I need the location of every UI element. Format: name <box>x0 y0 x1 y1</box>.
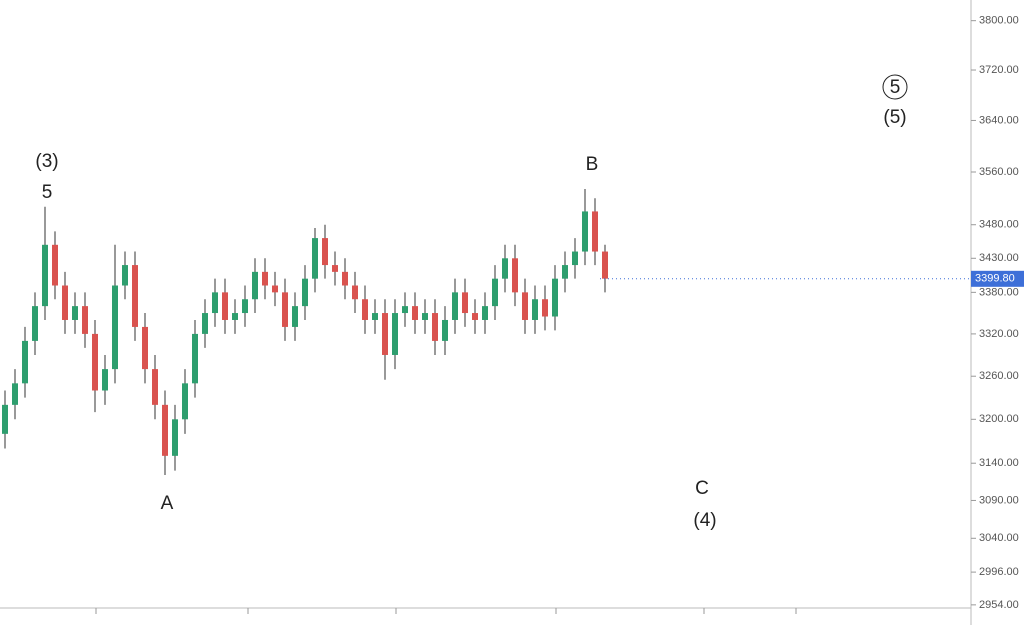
y-tick-label: 3560.00 <box>979 166 1019 178</box>
candle-body <box>52 244 58 286</box>
candle-body <box>62 285 68 320</box>
candle-body <box>412 306 418 320</box>
wave-label: A <box>161 493 174 514</box>
candle-body <box>112 285 118 370</box>
candle-body <box>582 211 588 252</box>
candle-body <box>252 271 258 300</box>
candle-body <box>462 292 468 314</box>
candle-body <box>482 306 488 320</box>
candle-body <box>472 313 478 320</box>
candle-body <box>172 419 178 456</box>
candle-body <box>572 251 578 266</box>
candle-body <box>232 313 238 320</box>
candle-body <box>422 313 428 320</box>
wave-label: (4) <box>693 510 716 531</box>
y-tick-label: 3090.00 <box>979 494 1019 506</box>
candle-body <box>192 333 198 384</box>
y-tick-label: 3040.00 <box>979 532 1019 544</box>
y-tick-label: 3200.00 <box>979 413 1019 425</box>
candle-body <box>212 292 218 314</box>
candle-body <box>312 238 318 279</box>
candle-body <box>262 271 268 286</box>
y-tick-label: 3430.00 <box>979 252 1019 264</box>
candle-body <box>292 306 298 327</box>
candle-body <box>342 271 348 286</box>
y-tick-label: 3640.00 <box>979 114 1019 126</box>
y-tick-label: 3480.00 <box>979 219 1019 231</box>
wave-label: 5 <box>890 77 901 98</box>
candle-body <box>532 299 538 320</box>
y-tick-label: 2996.00 <box>979 566 1019 578</box>
y-tick-label: 3320.00 <box>979 328 1019 340</box>
wave-label: (5) <box>883 107 906 128</box>
candle-body <box>432 313 438 341</box>
candle-body <box>442 319 448 341</box>
candle-body <box>602 251 608 279</box>
y-tick-label: 3260.00 <box>979 370 1019 382</box>
candle-body <box>302 278 308 307</box>
candle-body <box>282 292 288 327</box>
candle-body <box>452 292 458 320</box>
y-tick-label: 3380.00 <box>979 286 1019 298</box>
candle-body <box>562 265 568 279</box>
y-tick-label: 3720.00 <box>979 64 1019 76</box>
y-tick-label: 3140.00 <box>979 457 1019 469</box>
candle-body <box>12 383 18 405</box>
candle-body <box>512 258 518 293</box>
candle-body <box>502 258 508 279</box>
candle-body <box>32 306 38 341</box>
candle-body <box>142 326 148 370</box>
candle-body <box>492 278 498 307</box>
candle-body <box>102 369 108 391</box>
candle-body <box>382 313 388 355</box>
candle-body <box>162 404 168 456</box>
candle-body <box>92 333 98 391</box>
candle-body <box>592 211 598 252</box>
candle-body <box>72 306 78 320</box>
candle-body <box>152 369 158 405</box>
y-tick-label: 3800.00 <box>979 15 1019 27</box>
candle-body <box>242 299 248 314</box>
candle-body <box>402 306 408 314</box>
last-price-box <box>971 270 1024 287</box>
last-price-label: 3399.80 <box>975 273 1015 285</box>
candle-body <box>2 404 8 434</box>
candle-body <box>352 285 358 300</box>
candle-body <box>372 313 378 320</box>
candle-body <box>82 306 88 334</box>
wave-circle <box>882 74 908 100</box>
candle-body <box>122 265 128 286</box>
wave-label: B <box>586 154 599 175</box>
candles <box>2 189 608 476</box>
candle-body <box>42 244 48 307</box>
candle-body <box>522 292 528 320</box>
candle-body <box>332 265 338 272</box>
candle-body <box>552 278 558 317</box>
annotations: (3) 5 A B C (4) 5 (5) <box>35 77 906 531</box>
candle-body <box>182 383 188 420</box>
y-tick-label: 2954.00 <box>979 599 1019 611</box>
candle-body <box>132 265 138 327</box>
candle-body <box>272 285 278 293</box>
candle-body <box>362 299 368 320</box>
time-ticks <box>95 608 797 614</box>
wave-label: C <box>695 478 709 499</box>
candle-body <box>322 238 328 266</box>
candle-body <box>542 299 548 317</box>
candle-body <box>222 292 228 320</box>
candle-body <box>22 340 28 384</box>
wave-label: 5 <box>42 182 53 203</box>
wave-label: (3) <box>35 151 58 172</box>
candle-body <box>202 313 208 334</box>
candle-body <box>392 313 398 355</box>
